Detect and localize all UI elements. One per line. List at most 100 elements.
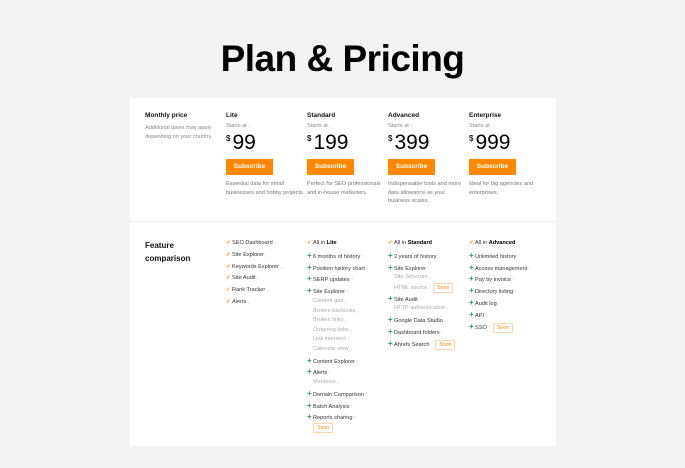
feature-label: Site Structure (394, 274, 428, 281)
check-icon: ✓ (226, 287, 231, 294)
feature-item: +API i (469, 309, 550, 321)
plan-enterprise: Enterprise Starts at i $999 Subscribe Ideal f… (469, 112, 549, 197)
info-icon[interactable]: i (513, 276, 514, 282)
feature-item: +Unlimited history i (469, 250, 550, 262)
sub-feature-item: Broken links i (307, 316, 388, 326)
info-icon[interactable]: i (351, 402, 353, 408)
feature-label: Domain Comparison (313, 391, 364, 398)
info-icon[interactable]: i (329, 123, 331, 128)
info-icon[interactable]: i (357, 308, 359, 314)
feature-label: Site Explorer (232, 251, 265, 258)
info-icon[interactable]: i (345, 318, 347, 324)
info-icon[interactable]: i (266, 252, 267, 258)
info-icon[interactable]: i (351, 276, 353, 282)
feature-item: +Site Explorer i (307, 285, 388, 297)
price-amount: 199 (313, 131, 349, 154)
sub-feature-item: HTML source i Soon (388, 282, 469, 293)
info-icon[interactable]: i (529, 264, 531, 270)
info-icon[interactable]: i (274, 241, 276, 246)
info-icon[interactable]: i (429, 284, 431, 290)
info-icon[interactable]: i (515, 288, 517, 294)
info-icon[interactable]: i (429, 275, 431, 281)
starts-at: Starts at i (226, 123, 306, 129)
feature-item: +SERP updates i (307, 273, 388, 285)
feature-label: SERP updates (313, 277, 350, 284)
feature-label: Broken backlinks (313, 307, 356, 314)
monthly-price-column: Monthly price Additional taxes may apply… (145, 112, 225, 141)
info-icon[interactable]: i (354, 414, 356, 420)
info-icon[interactable]: i (356, 357, 358, 363)
plus-icon: + (469, 309, 474, 319)
feature-item: +Reports sharing i (307, 411, 388, 423)
plus-icon: + (307, 355, 312, 365)
subscribe-button[interactable]: Subscribe (388, 159, 435, 175)
starts-at: Starts at i (307, 123, 387, 129)
info-icon[interactable]: i (491, 123, 493, 128)
info-icon[interactable]: i (347, 337, 349, 343)
feature-label-bold: Lite (326, 240, 337, 246)
starts-at-label: Starts at (388, 123, 409, 129)
subscribe-button[interactable]: Subscribe (307, 159, 354, 175)
info-icon[interactable]: i (410, 123, 412, 128)
starts-at-label: Starts at (469, 123, 490, 129)
plan-name: Enterprise (469, 112, 502, 119)
soon-badge: Soon (433, 282, 454, 293)
feature-item: +Dashboard folders i (388, 326, 469, 338)
plus-icon: + (388, 314, 393, 324)
info-icon[interactable]: i (428, 264, 429, 270)
info-icon[interactable]: i (518, 252, 520, 258)
plus-icon: + (307, 388, 312, 398)
price: $999 (469, 131, 549, 155)
info-icon[interactable]: i (350, 327, 352, 333)
feature-label: Ahrefs Search (394, 341, 430, 348)
feature-item: +Pay by invoice i (469, 273, 550, 285)
feature-item: +Domain Comparison i (307, 388, 388, 400)
plus-icon: + (307, 412, 312, 422)
info-icon[interactable]: i (444, 316, 446, 322)
feature-list: ✓SEO Dashboard i ✓Site Explorer i ✓Keywords … (226, 238, 307, 309)
sub-feature-item: Outgoing links i (307, 326, 388, 336)
info-icon[interactable]: i (498, 299, 500, 305)
feature-item: +SSO i Soon (469, 321, 550, 333)
price: $399 (388, 131, 468, 155)
info-icon[interactable]: i (486, 311, 487, 317)
info-icon[interactable]: i (257, 276, 259, 282)
info-icon[interactable]: i (248, 299, 250, 305)
info-icon[interactable]: i (362, 252, 364, 258)
info-icon[interactable]: i (280, 264, 282, 270)
info-icon[interactable]: i (329, 369, 331, 375)
feature-label: Content gap (313, 297, 344, 304)
info-icon[interactable]: i (267, 288, 269, 294)
feature-item: +Batch Analysis i (307, 400, 388, 412)
info-icon[interactable]: i (248, 123, 250, 128)
info-icon[interactable]: i (438, 252, 440, 258)
feature-label: Site Explorer (394, 265, 427, 272)
info-icon[interactable]: i (350, 346, 352, 352)
info-icon[interactable]: i (366, 390, 367, 396)
feature-item: +Site Audit i (388, 293, 469, 305)
feature-label-bold: Advanced (488, 240, 516, 246)
info-icon[interactable]: i (488, 323, 490, 329)
info-icon[interactable]: i (431, 340, 433, 346)
info-icon[interactable]: i (441, 328, 443, 334)
plus-icon: + (469, 262, 474, 272)
check-icon: ✓ (226, 298, 231, 305)
subscribe-button[interactable]: Subscribe (469, 159, 516, 175)
feature-label: Google Data Studio (394, 317, 443, 324)
currency-symbol: $ (388, 134, 393, 143)
feature-item: +Position history chart i (307, 262, 388, 274)
feature-comparison-heading: Feature comparison (145, 241, 191, 263)
feature-label: SSO (475, 324, 487, 331)
sub-feature-item: Site Structure i (388, 273, 469, 283)
feature-label: Position history chart (313, 265, 365, 272)
info-icon[interactable]: i (337, 380, 339, 386)
info-icon[interactable]: i (446, 306, 448, 312)
feature-label: All in (313, 240, 327, 246)
info-icon[interactable]: i (419, 295, 421, 301)
feature-label: API (475, 312, 485, 319)
subscribe-button[interactable]: Subscribe (226, 159, 273, 175)
info-icon[interactable]: i (345, 298, 347, 304)
plan-description: Ideal for big agencies and enterprises. (469, 181, 534, 196)
info-icon[interactable]: i (347, 288, 348, 294)
info-icon[interactable]: i (366, 264, 368, 270)
